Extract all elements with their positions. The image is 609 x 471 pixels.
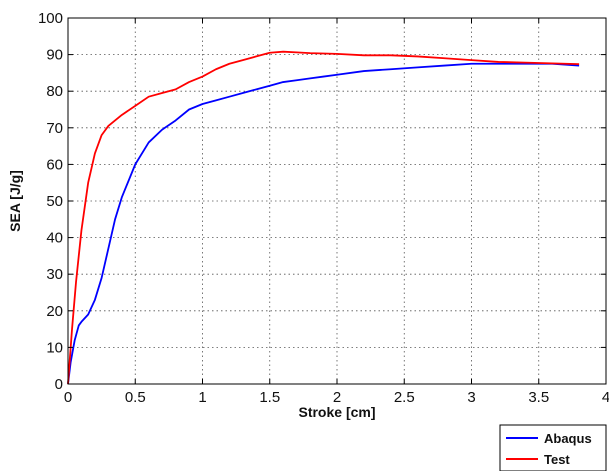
series-line-abaqus — [67, 62, 580, 385]
x-axis-ticks: 0 0.5 1 1.5 2 2.5 3 3.5 4 — [64, 18, 609, 406]
x-tick-label: 2 — [333, 389, 341, 406]
y-tick-label: 0 — [55, 376, 63, 393]
plot-background — [68, 18, 606, 384]
x-tick-label: 3 — [467, 389, 475, 406]
y-axis-label: SEA [J/g] — [7, 170, 23, 232]
series-layer — [67, 50, 580, 385]
x-tick-label: 3.5 — [528, 389, 549, 406]
x-tick-label: 1 — [198, 389, 206, 406]
y-tick-label: 60 — [46, 156, 63, 173]
x-tick-label: 4 — [602, 389, 609, 406]
legend-label-test: Test — [544, 452, 570, 467]
y-tick-label: 90 — [46, 47, 63, 64]
legend-label-abaqus: Abaqus — [544, 431, 592, 446]
x-axis-label: Stroke [cm] — [298, 404, 375, 420]
x-tick-label: 0 — [64, 389, 72, 406]
y-tick-label: 100 — [38, 10, 63, 27]
y-tick-label: 80 — [46, 83, 63, 100]
series-line-test — [67, 50, 580, 385]
y-tick-label: 20 — [46, 303, 63, 320]
y-tick-label: 30 — [46, 266, 63, 283]
y-axis-ticks: 0 10 20 30 40 50 60 70 80 90 100 — [38, 10, 606, 393]
x-tick-label: 0.5 — [125, 389, 146, 406]
x-tick-label: 1.5 — [259, 389, 280, 406]
x-tick-label: 2.5 — [394, 389, 415, 406]
legend: Abaqus Test — [499, 424, 607, 471]
y-tick-label: 10 — [46, 339, 63, 356]
legend-box — [499, 424, 607, 471]
y-tick-label: 50 — [46, 193, 63, 210]
y-tick-label: 70 — [46, 120, 63, 137]
y-tick-label: 40 — [46, 230, 63, 247]
